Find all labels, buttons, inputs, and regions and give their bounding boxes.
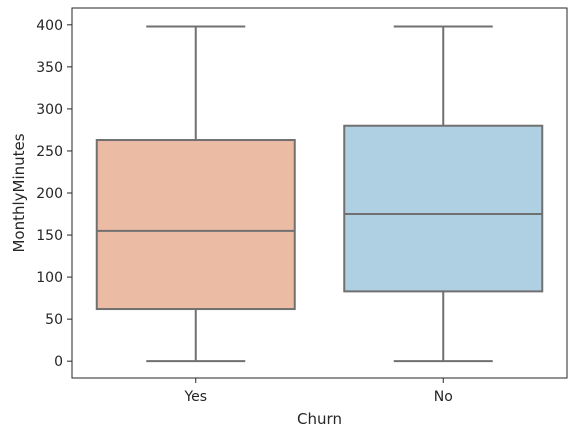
y-axis-label: MonthlyMinutes: [10, 133, 28, 252]
plot-frame: [71, 7, 568, 379]
box-body-yes: [95, 139, 296, 311]
y-tick-label: 200: [36, 186, 63, 202]
y-tick-label: 100: [36, 270, 63, 286]
y-tick-label: 50: [45, 312, 63, 328]
y-tick-label: 250: [36, 144, 63, 160]
x-axis-label: Churn: [297, 410, 342, 428]
y-tick-label: 300: [36, 102, 63, 118]
boxes-layer: [95, 25, 544, 363]
y-tick-label: 350: [36, 60, 63, 76]
box-body-no: [343, 124, 544, 293]
x-tick-label: Yes: [183, 389, 207, 405]
box-group-yes: [95, 25, 296, 363]
box-group-no: [343, 25, 544, 363]
y-tick-label: 400: [36, 18, 63, 34]
y-axis-ticks: 0 50 100 150 200 250 300 350 400: [36, 18, 72, 370]
x-axis-ticks: Yes No: [183, 378, 453, 405]
x-tick-label: No: [434, 389, 453, 405]
y-tick-label: 0: [54, 354, 63, 370]
y-tick-label: 150: [36, 228, 63, 244]
